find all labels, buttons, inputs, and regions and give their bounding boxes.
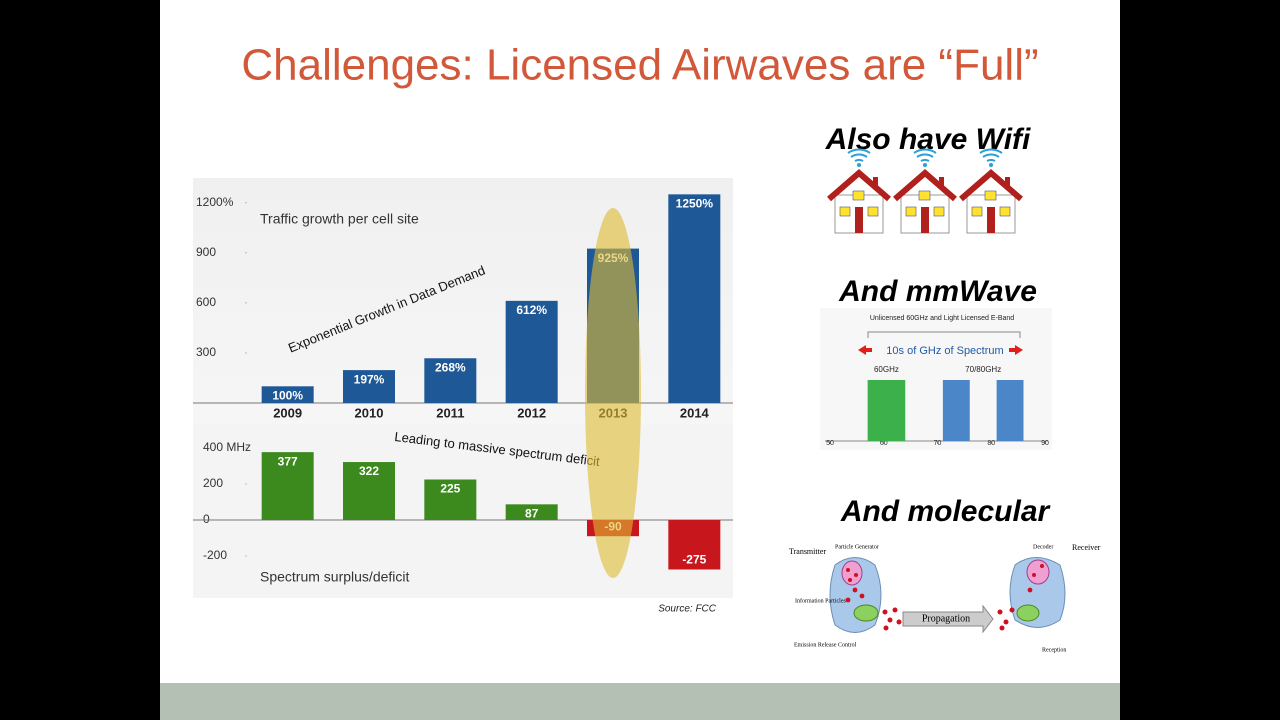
value-label: 87 <box>525 507 539 521</box>
value-label: -275 <box>682 553 706 567</box>
value-label: 268% <box>435 360 466 374</box>
value-label: 377 <box>278 454 298 468</box>
y-tick-label: 300 <box>196 345 216 359</box>
x-tick-label: 2009 <box>273 405 302 420</box>
bar <box>505 504 558 520</box>
x-tick-label: 70 <box>934 440 942 447</box>
annotation: 10s of GHz of Spectrum <box>886 345 1003 357</box>
reception-shape <box>1016 604 1040 622</box>
bracket <box>867 331 1021 338</box>
value-label: 322 <box>359 464 379 478</box>
molecular-diagram: Propagation Transmitter Particle Generat… <box>789 543 1101 654</box>
bar <box>261 386 314 403</box>
value-label: 225 <box>440 482 460 496</box>
bar <box>505 300 558 403</box>
y-tick-label: 1200% <box>196 195 234 209</box>
molecular-heading: And molecular <box>840 495 1052 528</box>
y-tick-label: 600 <box>196 295 216 309</box>
source: Source: FCC <box>658 604 717 615</box>
decoder-shape <box>1026 559 1050 585</box>
value-label: 100% <box>272 388 303 402</box>
decoder-label: Decoder <box>1033 544 1053 550</box>
transmitter-label: Transmitter <box>789 547 826 556</box>
footer-band <box>160 683 1120 720</box>
bar <box>424 358 477 403</box>
series-label: 70/80GHz <box>965 365 1001 374</box>
bar <box>343 462 395 520</box>
bar <box>668 520 721 570</box>
x-tick-label: 2010 <box>355 405 384 420</box>
propagation-arrow <box>902 604 994 634</box>
value-label: 612% <box>516 303 547 317</box>
chart-title: Unlicensed 60GHz and Light Licensed E-Ba… <box>870 315 1014 322</box>
chart-title: Spectrum surplus/deficit <box>260 569 410 585</box>
emission-label: Emission Release Control <box>794 642 857 648</box>
x-tick-label: 80 <box>987 440 995 447</box>
x-tick-label: 2012 <box>517 405 546 420</box>
particles <box>845 564 1044 631</box>
band-bar <box>996 380 1024 441</box>
bar <box>343 370 395 403</box>
x-tick-label: 2011 <box>436 405 464 420</box>
y-tick-label: 200 <box>203 476 223 490</box>
x-tick-label: 50 <box>826 440 834 447</box>
receiver-label: Receiver <box>1072 543 1101 552</box>
bar <box>424 479 477 520</box>
x-tick-label: 60 <box>880 440 888 447</box>
x-tick-label: 2014 <box>680 405 710 420</box>
generator-label: Particle Generator <box>835 544 879 550</box>
value-label: 1250% <box>676 197 714 211</box>
emission-shape <box>853 604 879 622</box>
bar <box>261 452 314 520</box>
highlight-oval <box>585 208 641 578</box>
y-tick-label: 400 MHz <box>203 440 251 454</box>
bar <box>668 194 721 403</box>
slide-title: Challenges: Licensed Airwaves are “Full” <box>241 41 1038 90</box>
y-tick-label: 0 <box>203 512 210 526</box>
generator-shape <box>841 560 863 586</box>
mmwave-heading: And mmWave <box>838 275 1037 308</box>
series-label: 60GHz <box>874 365 899 374</box>
band-bar <box>942 380 970 441</box>
reception-label: Reception <box>1042 647 1066 653</box>
chart-title: Traffic growth per cell site <box>260 211 419 227</box>
value-label: 197% <box>354 372 385 386</box>
y-tick-label: -200 <box>203 548 227 562</box>
band-bar <box>867 380 906 441</box>
y-tick-label: 900 <box>196 245 216 259</box>
x-tick-label: 90 <box>1041 440 1049 447</box>
info-label: Information Particles <box>795 597 846 604</box>
propagation-label: Propagation <box>922 613 970 624</box>
